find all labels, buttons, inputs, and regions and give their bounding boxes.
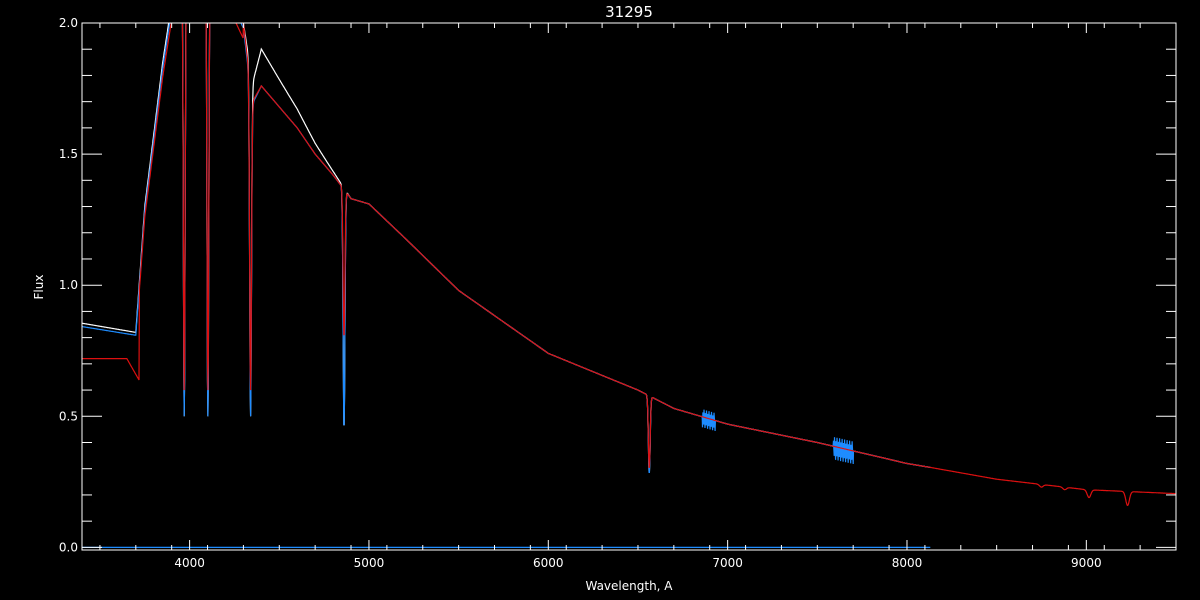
y-tick-label-0.5: 0.5 <box>59 409 78 423</box>
x-tick-label-8000: 8000 <box>892 556 923 570</box>
plot-frame <box>81 22 1177 551</box>
x-tick-label-7000: 7000 <box>712 556 743 570</box>
x-tick-label-5000: 5000 <box>354 556 385 570</box>
x-tick-label-6000: 6000 <box>533 556 564 570</box>
axes-layer: 4000 5000 6000 7000 8000 9000 0.0 0.5 1.0 1.5 2.0 <box>59 16 1177 570</box>
y-tick-label-1.5: 1.5 <box>59 147 78 161</box>
x-tick-label-9000: 9000 <box>1071 556 1102 570</box>
y-axis-label: Flux <box>32 275 46 300</box>
y-tick-label-2: 2.0 <box>59 16 78 30</box>
series-line-2 <box>82 23 1176 507</box>
chart-title: 31295 <box>605 3 653 21</box>
y-tick-label-0: 0.0 <box>59 540 78 554</box>
x-tick-label-4000: 4000 <box>174 556 205 570</box>
y-tick-label-1: 1.0 <box>59 278 78 292</box>
x-axis-label: Wavelength, A <box>585 579 673 593</box>
series-layer <box>82 23 1176 548</box>
